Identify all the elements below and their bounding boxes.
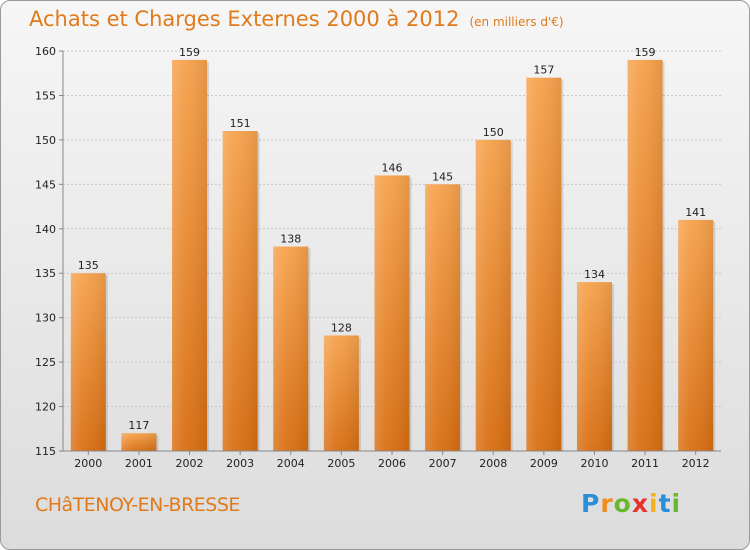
logo-letter: x bbox=[631, 489, 649, 518]
x-tick-label: 2005 bbox=[327, 457, 355, 470]
y-axis: 115 120 125 130 135 140 145 150 155 160 bbox=[35, 45, 64, 458]
bar-value-label: 128 bbox=[331, 321, 352, 334]
logo-letter: o bbox=[613, 489, 632, 518]
logo-letter: r bbox=[600, 489, 614, 518]
logo-letter: P bbox=[581, 489, 601, 518]
bar-value-label: 135 bbox=[78, 259, 99, 272]
bar-highlight bbox=[374, 175, 410, 451]
bar-value-label: 117 bbox=[128, 419, 149, 432]
bar-value-label: 159 bbox=[635, 46, 656, 59]
x-tick-label: 2003 bbox=[226, 457, 254, 470]
x-tick-label: 2004 bbox=[277, 457, 305, 470]
x-tick-label: 2000 bbox=[74, 457, 102, 470]
logo-letter: i bbox=[649, 489, 659, 518]
bar-value-label: 151 bbox=[230, 117, 251, 130]
bar-highlight bbox=[678, 219, 714, 451]
x-tick-label: 2012 bbox=[682, 457, 710, 470]
x-tick-label: 2006 bbox=[378, 457, 406, 470]
y-tick-label: 160 bbox=[35, 45, 56, 58]
logo-letter: t bbox=[658, 489, 672, 518]
bar-highlight bbox=[70, 273, 106, 451]
y-tick-label: 155 bbox=[35, 89, 56, 102]
x-tick-label: 2002 bbox=[176, 457, 204, 470]
logo-letter: i bbox=[671, 489, 682, 518]
x-tick-label: 2007 bbox=[429, 457, 457, 470]
y-tick-label: 140 bbox=[35, 223, 56, 236]
bar-highlight bbox=[475, 139, 511, 451]
bar-highlight bbox=[273, 246, 309, 451]
y-tick-label: 135 bbox=[35, 267, 56, 280]
x-tick-label: 2008 bbox=[479, 457, 507, 470]
bar-value-label: 134 bbox=[584, 268, 605, 281]
bar-highlight bbox=[425, 184, 461, 452]
y-tick-label: 130 bbox=[35, 312, 56, 325]
y-tick-label: 125 bbox=[35, 356, 56, 369]
bar-highlight bbox=[121, 433, 157, 451]
bar-value-label: 159 bbox=[179, 46, 200, 59]
commune-name: CHâTENOY-EN-BRESSE bbox=[35, 494, 240, 516]
bar-value-label: 146 bbox=[382, 161, 403, 174]
bar-highlight bbox=[222, 131, 258, 451]
y-tick-label: 115 bbox=[35, 445, 56, 458]
y-tick-label: 150 bbox=[35, 134, 56, 147]
bars: 135 117 159 151 138 128 146 145 150 157 134 159 141 bbox=[70, 46, 716, 452]
x-tick-label: 2009 bbox=[530, 457, 558, 470]
bar-value-label: 145 bbox=[432, 170, 453, 183]
chart-subtitle: (en milliers d'€) bbox=[469, 15, 564, 29]
bar-highlight bbox=[627, 59, 663, 452]
bar-highlight bbox=[172, 59, 208, 452]
chart-title: Achats et Charges Externes 2000 à 2012 (e… bbox=[29, 7, 564, 31]
x-tick-label: 2010 bbox=[580, 457, 608, 470]
bar-value-label: 138 bbox=[280, 233, 301, 246]
x-tick-label: 2001 bbox=[125, 457, 153, 470]
x-axis: 2000 2001 2002 2003 2004 2005 2006 2007 2008 2009… bbox=[63, 450, 721, 470]
bar-highlight bbox=[323, 335, 359, 451]
x-tick-label: 2011 bbox=[631, 457, 659, 470]
proxiti-logo: Proxiti bbox=[581, 489, 681, 518]
bar-value-label: 141 bbox=[685, 206, 706, 219]
bar-value-label: 157 bbox=[533, 64, 554, 77]
y-tick-label: 120 bbox=[35, 401, 56, 414]
y-tick-label: 145 bbox=[35, 178, 56, 191]
chart-title-text: Achats et Charges Externes 2000 à 2012 bbox=[29, 7, 460, 31]
bar-highlight bbox=[576, 282, 612, 451]
bar-value-label: 150 bbox=[483, 126, 504, 139]
bar-highlight bbox=[526, 77, 562, 452]
